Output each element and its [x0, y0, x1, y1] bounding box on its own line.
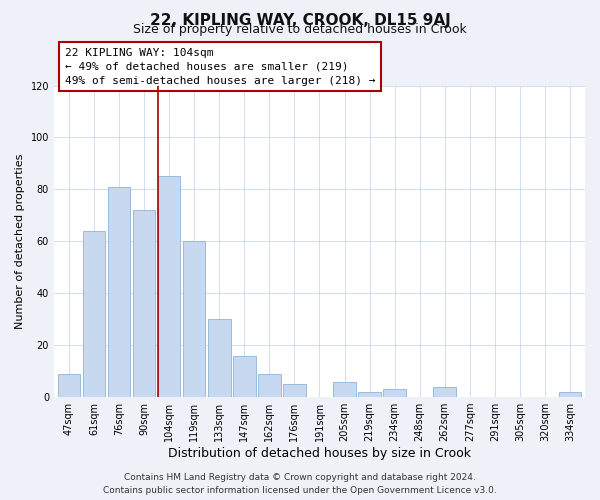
Bar	[83, 231, 105, 397]
Bar	[208, 319, 230, 397]
Text: 22 KIPLING WAY: 104sqm
← 49% of detached houses are smaller (219)
49% of semi-de: 22 KIPLING WAY: 104sqm ← 49% of detached…	[65, 48, 375, 86]
Bar	[358, 392, 381, 397]
Bar	[433, 386, 456, 397]
Bar	[559, 392, 581, 397]
Text: Contains HM Land Registry data © Crown copyright and database right 2024.
Contai: Contains HM Land Registry data © Crown c…	[103, 474, 497, 495]
Y-axis label: Number of detached properties: Number of detached properties	[15, 154, 25, 329]
Bar	[283, 384, 305, 397]
Bar	[108, 187, 130, 397]
X-axis label: Distribution of detached houses by size in Crook: Distribution of detached houses by size …	[168, 447, 471, 460]
Text: 22, KIPLING WAY, CROOK, DL15 9AJ: 22, KIPLING WAY, CROOK, DL15 9AJ	[149, 12, 451, 28]
Bar	[333, 382, 356, 397]
Text: Size of property relative to detached houses in Crook: Size of property relative to detached ho…	[133, 22, 467, 36]
Bar	[58, 374, 80, 397]
Bar	[158, 176, 181, 397]
Bar	[183, 242, 205, 397]
Bar	[233, 356, 256, 397]
Bar	[133, 210, 155, 397]
Bar	[383, 390, 406, 397]
Bar	[258, 374, 281, 397]
